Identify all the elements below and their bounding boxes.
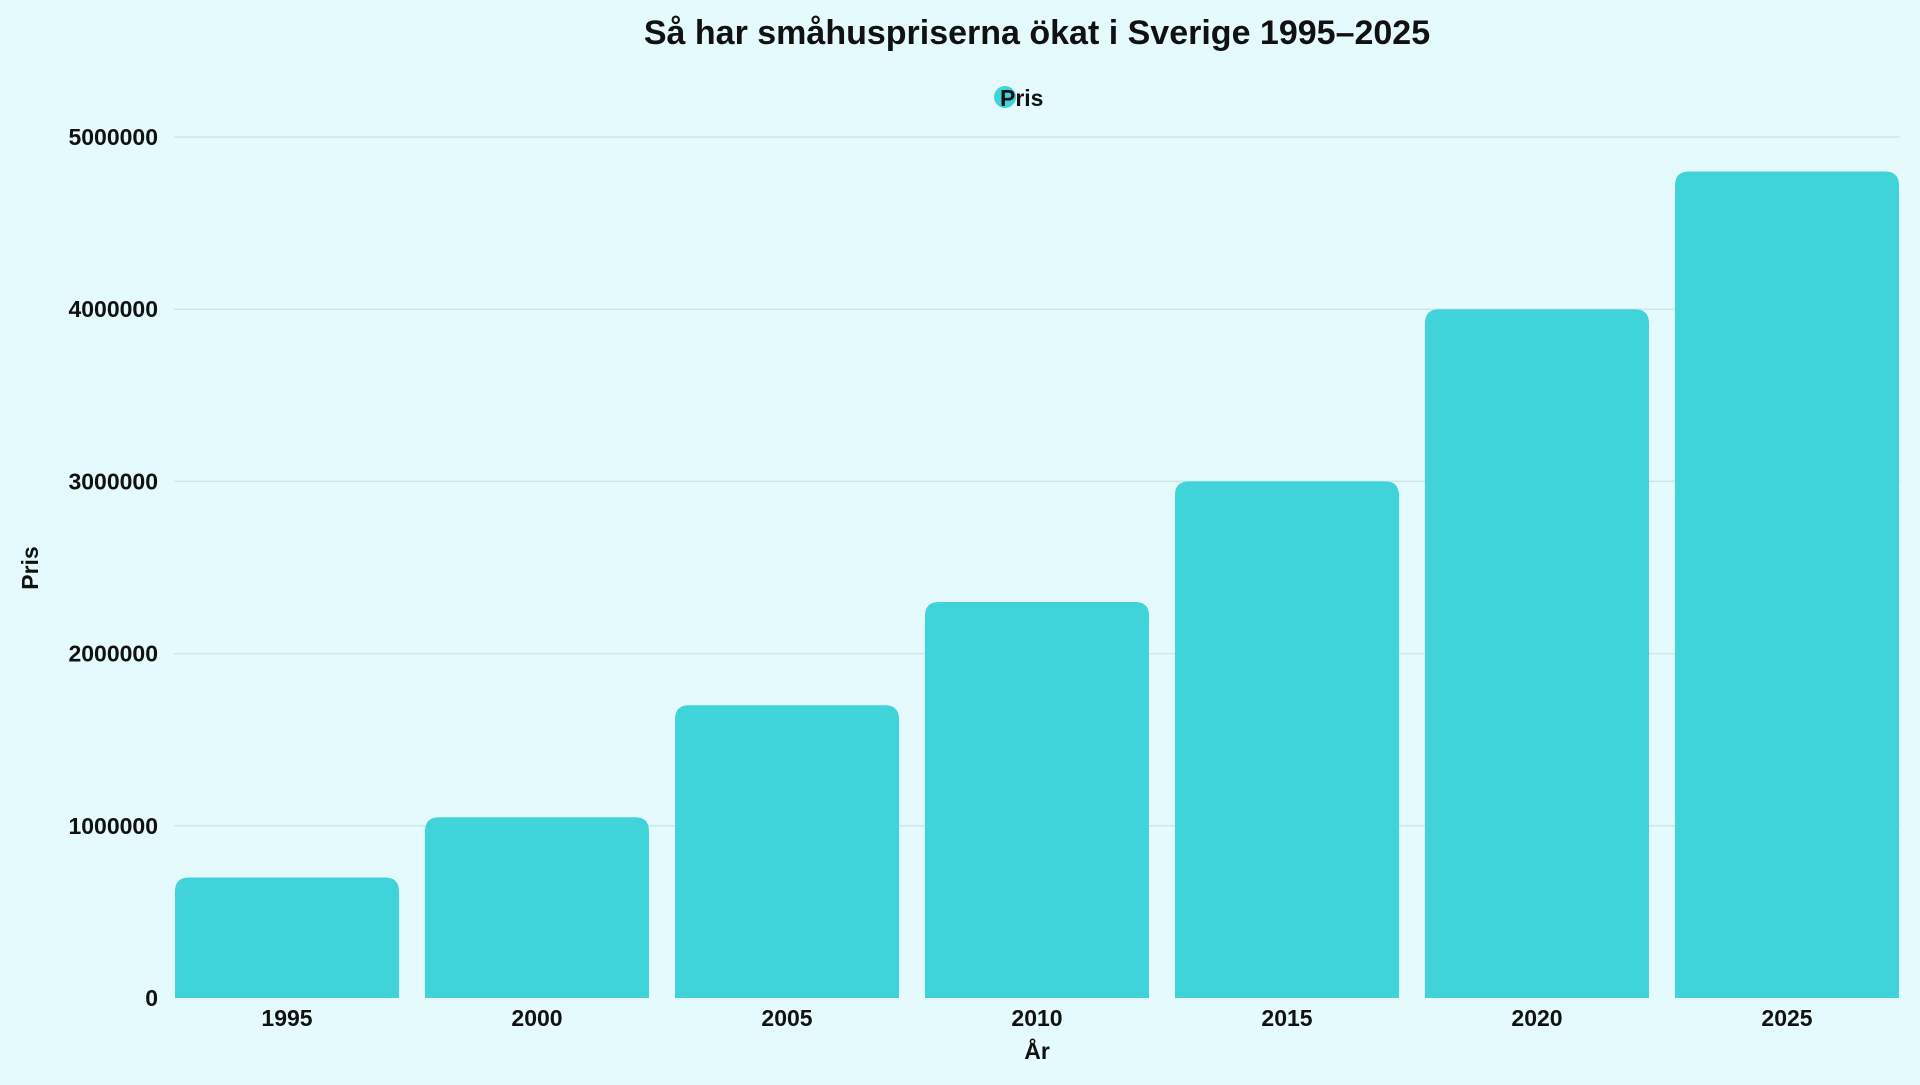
bar-2010 [925,601,1149,998]
bar-1995 [175,877,399,998]
y-axis-tick-labels: 0 1000000 2000000 3000000 4000000 5000000 [68,124,158,1011]
x-tick-label: 2005 [761,1005,812,1031]
y-axis-title: Pris [17,546,43,589]
y-tick-label: 0 [145,985,158,1011]
bar-2015 [1175,481,1399,998]
bars [175,171,1899,998]
x-axis-tick-labels: 1995 2000 2005 2010 2015 2020 2025 [261,1005,1812,1031]
chart-title: Så har småhuspriserna ökat i Sverige 199… [644,14,1430,52]
x-tick-label: 1995 [261,1005,312,1031]
legend-marker [994,86,1016,108]
y-tick-label: 4000000 [68,296,158,322]
x-axis-title: År [1024,1037,1050,1064]
x-tick-label: 2000 [511,1005,562,1031]
y-tick-label: 3000000 [68,468,158,494]
legend: Pris [994,85,1043,111]
bar-2020 [1425,309,1649,998]
x-tick-label: 2015 [1261,1005,1312,1031]
bar-2005 [675,705,899,998]
legend-label-pris: Pris [1000,85,1043,111]
x-tick-label: 2025 [1761,1005,1812,1031]
y-tick-label: 2000000 [68,641,158,667]
y-tick-label: 1000000 [68,813,158,839]
x-tick-label: 2010 [1011,1005,1062,1031]
y-tick-label: 5000000 [68,124,158,150]
bar-2000 [425,817,649,998]
x-tick-label: 2020 [1511,1005,1562,1031]
bar-2025 [1675,171,1899,998]
